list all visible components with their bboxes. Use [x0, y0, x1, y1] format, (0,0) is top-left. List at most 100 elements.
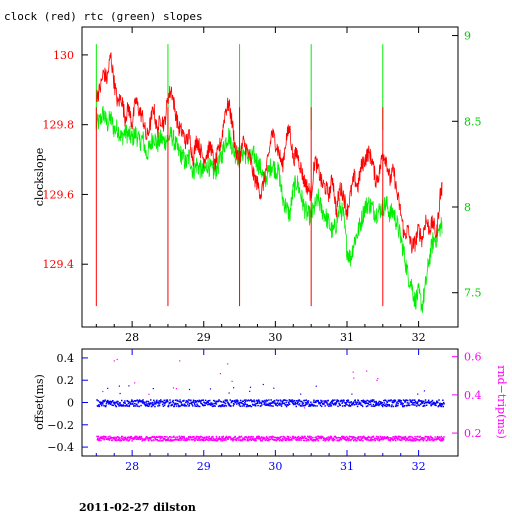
point-rnd-trip [234, 435, 236, 438]
point-offset [443, 403, 445, 405]
point-offset [411, 399, 414, 401]
point-offset [295, 402, 297, 405]
point-rnd-trip [310, 438, 312, 441]
point-offset [239, 401, 241, 404]
point-rnd-trip [374, 437, 376, 440]
point-offset [370, 403, 372, 405]
point-rnd-trip [165, 439, 167, 442]
point-offset [192, 399, 195, 401]
point-offset [172, 400, 174, 403]
x-tick-label: 28 [125, 460, 139, 473]
point-rnd-trip [409, 438, 411, 440]
point-rnd-trip [96, 435, 98, 438]
point-rnd-trip [105, 436, 107, 438]
point-rnd-trip [110, 437, 112, 440]
point-offset [97, 400, 99, 402]
point-rnd-trip [234, 438, 237, 440]
point-rnd-trip [390, 438, 392, 441]
point-offset [293, 402, 295, 404]
point-offset [348, 404, 351, 406]
point-offset [313, 404, 316, 407]
point-offset [108, 401, 110, 403]
point-offset [402, 402, 404, 405]
point-rnd-trip [187, 437, 189, 440]
point-rnd-trip [353, 436, 356, 439]
point-offset [269, 403, 272, 405]
point-offset [128, 400, 130, 403]
point-rnd-trip [243, 438, 246, 440]
point-offset [179, 399, 181, 401]
point-offset [163, 399, 165, 402]
point-rnd-trip [233, 439, 235, 441]
point-offset [331, 402, 334, 405]
point-offset [143, 402, 146, 404]
point-offset [299, 400, 301, 402]
point-rnd-trip [137, 436, 140, 439]
point-rnd-trip [145, 437, 147, 439]
point-offset [383, 399, 385, 402]
point-offset [331, 401, 333, 403]
point-offset [193, 402, 196, 404]
point-rnd-trip [289, 436, 292, 439]
point-offset [186, 401, 189, 403]
point-rnd-trip [422, 438, 424, 441]
point-offset [407, 404, 410, 406]
point-rnd-trip [159, 438, 162, 440]
bottom-plot-area [96, 358, 445, 442]
point-offset [361, 400, 363, 402]
y2-tick-label: 0.4 [464, 389, 482, 402]
point-offset [230, 401, 233, 404]
point-offset [373, 405, 376, 407]
point-offset [279, 402, 281, 404]
point-offset [232, 400, 234, 403]
point-offset [308, 405, 310, 407]
point-offset [414, 404, 416, 406]
point-rnd-trip [317, 439, 319, 442]
point-rnd-trip [210, 439, 212, 441]
point-offset [215, 403, 218, 405]
point-rnd-trip [148, 437, 151, 440]
bottom-y2-axis-label: rnd−trip(ms) [495, 365, 508, 439]
point-offset [409, 399, 411, 401]
point-rnd-trip [254, 438, 257, 440]
point-rnd-trip-outlier [102, 390, 104, 393]
point-offset [160, 399, 162, 401]
point-offset [204, 402, 206, 404]
point-offset [321, 402, 324, 405]
point-rnd-trip [195, 437, 197, 439]
point-rnd-trip [428, 439, 431, 441]
point-rnd-trip [231, 438, 233, 440]
point-offset [225, 400, 227, 402]
point-rnd-trip [442, 438, 445, 441]
point-offset [417, 401, 419, 403]
point-offset [381, 402, 383, 404]
point-rnd-trip [197, 439, 199, 441]
point-rnd-trip [351, 436, 353, 438]
point-offset [122, 405, 124, 407]
point-offset [291, 401, 293, 403]
point-offset [259, 402, 261, 404]
point-offset [110, 401, 112, 403]
point-rnd-trip [161, 436, 163, 438]
point-offset [136, 405, 139, 407]
point-rnd-trip [402, 437, 404, 440]
point-offset [98, 405, 101, 408]
point-offset [245, 405, 248, 408]
point-offset [282, 402, 284, 405]
point-offset [413, 399, 415, 401]
point-offset [229, 405, 231, 407]
point-offset [157, 405, 159, 407]
point-offset [439, 404, 442, 406]
point-rnd-trip [138, 436, 140, 439]
point-rnd-trip [97, 435, 99, 438]
point-rnd-trip [201, 438, 203, 441]
point-rnd-trip [303, 436, 305, 439]
point-offset [310, 401, 312, 403]
point-rnd-trip [195, 435, 198, 438]
point-offset [128, 405, 130, 408]
point-rnd-trip [338, 437, 341, 439]
point-offset [415, 401, 417, 403]
point-offset [257, 404, 259, 407]
point-offset [437, 405, 440, 407]
point-rnd-trip [253, 438, 256, 441]
